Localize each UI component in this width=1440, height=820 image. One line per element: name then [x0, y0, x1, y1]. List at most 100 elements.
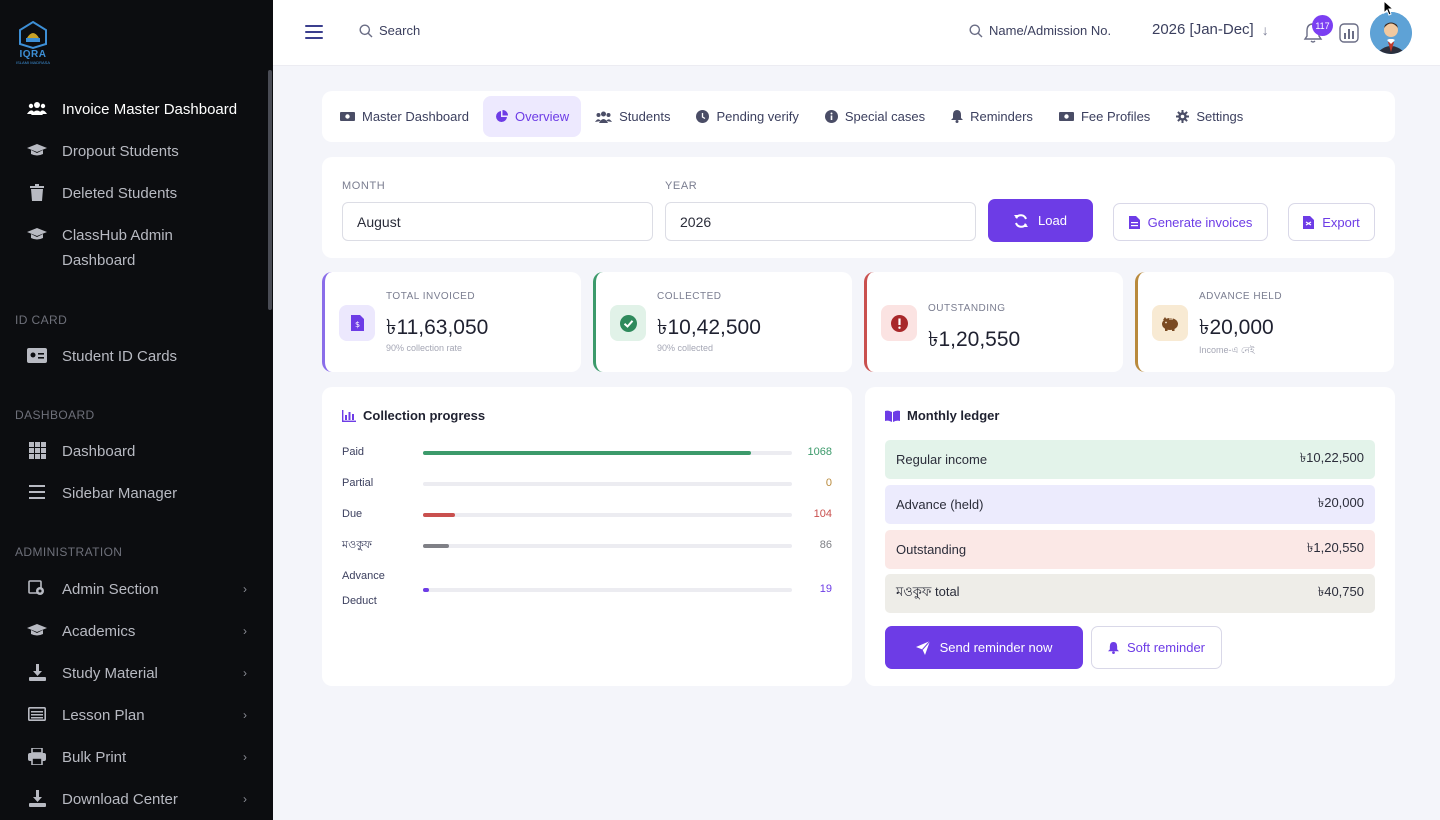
tab-settings[interactable]: Settings — [1164, 96, 1255, 137]
tab-overview[interactable]: Overview — [482, 96, 582, 137]
logo-subtext: ISLAMI MADRASA — [15, 60, 50, 65]
sidebar-item-dashboard[interactable]: Dashboard — [0, 439, 273, 464]
tab-reminders[interactable]: Reminders — [939, 96, 1045, 137]
tab-master-dashboard[interactable]: Master Dashboard — [328, 96, 481, 137]
collection-progress-card: Collection progress Paid 1068 Partial 0 … — [322, 387, 852, 686]
progress-fill — [423, 544, 450, 548]
sidebar-item-label: Invoice Master Dashboard — [62, 101, 238, 118]
monthly-ledger-title: Monthly ledger — [885, 408, 999, 423]
svg-text:$: $ — [354, 320, 359, 329]
sidebar-item-label: Admin Section — [62, 581, 159, 598]
sidebar-item-download-center[interactable]: Download Center › — [0, 787, 273, 812]
tab-label: Fee Profiles — [1080, 109, 1151, 124]
tab-students[interactable]: Students — [583, 96, 682, 137]
money-icon — [340, 111, 355, 122]
logo[interactable]: IQRA ISLAMI MADRASA — [14, 20, 52, 68]
load-button[interactable]: Load — [988, 199, 1093, 242]
export-button[interactable]: Export — [1288, 203, 1375, 241]
pie-chart-icon — [495, 110, 508, 123]
year-selector[interactable]: 2026 [Jan-Dec] ↓ — [1152, 21, 1269, 38]
bar-chart-icon[interactable] — [1339, 23, 1359, 43]
sidebar-item-dropout-students[interactable]: Dropout Students — [0, 139, 273, 164]
sidebar-item-study-material[interactable]: Study Material › — [0, 661, 273, 686]
arrow-down-icon: ↓ — [1261, 21, 1269, 38]
ledger-value: ৳20,000 — [1317, 495, 1364, 510]
progress-value: 19 — [819, 583, 832, 595]
ledger-label: মওকুফ total — [896, 584, 960, 599]
graduation-cap-icon — [26, 223, 48, 245]
list-box-icon — [26, 703, 48, 725]
month-select[interactable]: August — [342, 202, 653, 241]
sidebar-item-label: Sidebar Manager — [62, 485, 178, 502]
progress-label: মওকুফ — [342, 539, 372, 551]
ledger-label: Regular income — [896, 452, 988, 467]
send-reminder-button[interactable]: Send reminder now — [885, 626, 1083, 669]
file-export-icon — [1303, 215, 1315, 229]
admission-search[interactable]: Name/Admission No. — [969, 23, 1111, 38]
kpi-label: OUTSTANDING — [928, 303, 1006, 314]
sidebar-section-dashboard: DASHBOARD — [15, 408, 95, 422]
year-label: YEAR — [665, 180, 698, 192]
progress-value: 0 — [825, 477, 832, 489]
notification-badge[interactable]: 117 — [1312, 15, 1333, 36]
tab-special-cases[interactable]: Special cases — [813, 96, 937, 137]
sidebar-item-sidebar-manager[interactable]: Sidebar Manager — [0, 481, 273, 506]
collection-progress-title-text: Collection progress — [363, 408, 486, 423]
load-label: Load — [1038, 213, 1067, 228]
sidebar-item-invoice-master-dashboard[interactable]: Invoice Master Dashboard — [0, 97, 273, 122]
sidebar-item-label: Bulk Print — [62, 749, 127, 766]
grid-icon — [26, 439, 48, 461]
month-value: August — [357, 213, 401, 230]
sidebar-item-student-id-cards[interactable]: Student ID Cards — [0, 344, 273, 369]
sidebar-item-lesson-plan[interactable]: Lesson Plan › — [0, 703, 273, 728]
chevron-right-icon: › — [243, 708, 247, 722]
kpi-value: ৳11,63,050 — [386, 316, 489, 339]
list-icon — [26, 481, 48, 503]
sidebar-item-label: Dropout Students — [62, 143, 179, 160]
download-icon — [26, 661, 48, 683]
soft-reminder-button[interactable]: Soft reminder — [1091, 626, 1222, 669]
year-input[interactable]: 2026 — [665, 202, 976, 241]
year-selector-label: 2026 [Jan-Dec] — [1152, 21, 1254, 38]
refresh-icon — [1014, 213, 1029, 228]
progress-track — [423, 588, 792, 592]
hamburger-menu-icon[interactable] — [305, 25, 323, 39]
kpi-value: ৳20,000 — [1199, 316, 1274, 339]
bell-icon — [951, 110, 964, 123]
search-icon — [969, 24, 983, 37]
ledger-value: ৳1,20,550 — [1306, 540, 1364, 555]
kpi-total-invoiced: $ TOTAL INVOICED ৳11,63,050 90% collecti… — [322, 272, 581, 372]
ledger-row-waiver-total: মওকুফ total ৳40,750 — [885, 574, 1375, 613]
monthly-ledger-title-text: Monthly ledger — [907, 408, 1000, 423]
sidebar-item-classhub-admin-dashboard[interactable]: ClassHub Admin Dashboard — [0, 223, 273, 273]
progress-track — [423, 451, 792, 455]
progress-value: 1068 — [807, 446, 832, 458]
sidebar-item-deleted-students[interactable]: Deleted Students — [0, 181, 273, 206]
progress-label: Partial — [342, 477, 374, 489]
sidebar-item-label: Study Material — [62, 665, 158, 682]
money-icon — [1058, 111, 1074, 122]
ledger-row-regular-income: Regular income ৳10,22,500 — [885, 440, 1375, 479]
generate-invoices-button[interactable]: Generate invoices — [1113, 203, 1268, 241]
logo-icon — [16, 20, 50, 50]
sidebar-item-academics[interactable]: Academics › — [0, 619, 273, 644]
chevron-right-icon: › — [243, 750, 247, 764]
sidebar-item-bulk-print[interactable]: Bulk Print › — [0, 745, 273, 770]
alert-circle-icon — [881, 305, 917, 341]
graduation-cap-icon — [26, 619, 48, 641]
kpi-collected: COLLECTED ৳10,42,500 90% collected — [593, 272, 852, 372]
sidebar-item-admin-section[interactable]: Admin Section › — [0, 577, 273, 602]
sidebar-item-label: Academics — [62, 623, 136, 640]
bell-icon — [1107, 641, 1119, 654]
chevron-right-icon: › — [243, 792, 247, 806]
sidebar: IQRA ISLAMI MADRASA Invoice Master Dashb… — [0, 0, 273, 820]
tab-pending-verify[interactable]: Pending verify — [684, 96, 810, 137]
progress-label: Advance Deduct — [342, 570, 385, 607]
sidebar-scrollbar[interactable] — [268, 70, 272, 310]
user-avatar[interactable] — [1370, 12, 1412, 54]
monthly-ledger-card: Monthly ledger Regular income ৳10,22,500… — [865, 387, 1395, 686]
global-search[interactable]: Search — [359, 23, 420, 38]
tab-fee-profiles[interactable]: Fee Profiles — [1047, 96, 1162, 137]
tab-label: Students — [619, 109, 671, 124]
id-card-icon — [26, 344, 48, 366]
